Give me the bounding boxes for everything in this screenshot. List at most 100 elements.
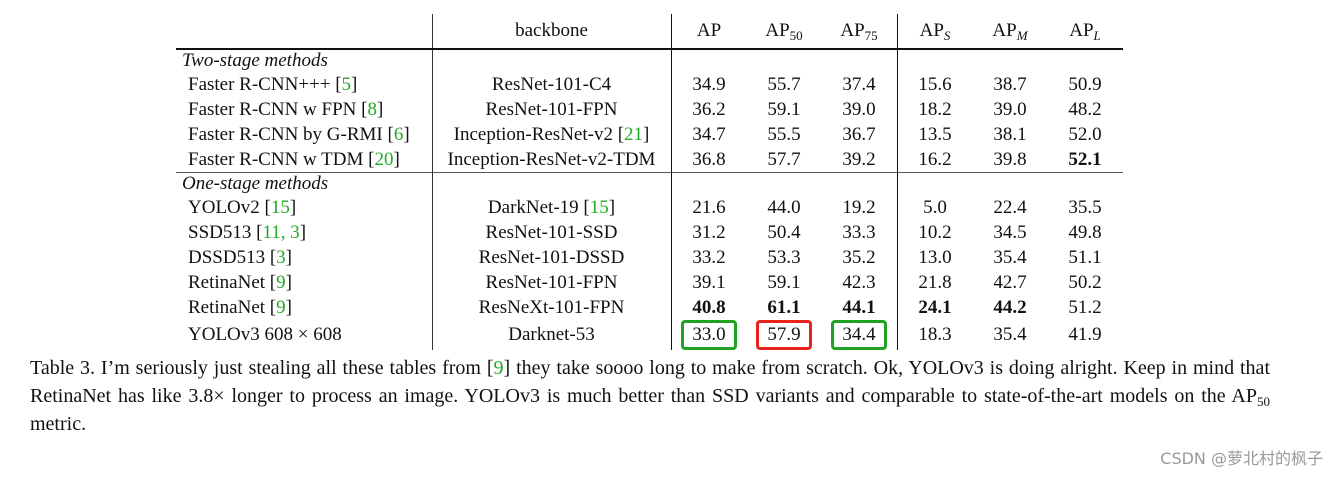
aps-text: 13.5 xyxy=(918,123,952,145)
apl-value: 41.9 xyxy=(1048,320,1123,350)
section-spacer xyxy=(747,49,822,72)
section-spacer xyxy=(973,49,1048,72)
section-header-row: One-stage methods xyxy=(176,172,1123,195)
ap-text: 34.9 xyxy=(692,73,726,95)
ap50-text: 53.3 xyxy=(767,246,801,268)
method-name: YOLOv2 xyxy=(188,196,265,218)
aps-text: 10.2 xyxy=(918,221,952,243)
apm-text: 38.7 xyxy=(993,73,1027,95)
caption-text-3: metric. xyxy=(30,413,87,435)
apm-text: 22.4 xyxy=(993,196,1027,218)
aps-value: 10.2 xyxy=(896,220,973,245)
ap-text: 40.8 xyxy=(692,296,726,318)
ap75-text: 35.2 xyxy=(842,246,876,268)
method-citation[interactable]: 9 xyxy=(276,296,286,318)
ap-text: 36.8 xyxy=(692,148,726,170)
method-citation[interactable]: 15 xyxy=(270,196,290,218)
method-cell: Faster R-CNN w FPN [8] xyxy=(176,97,433,122)
backbone-name: DarkNet-19 xyxy=(487,196,584,218)
apl-text: 41.9 xyxy=(1068,324,1102,345)
apm-text: 42.7 xyxy=(993,271,1027,293)
ap-value: 39.1 xyxy=(671,270,747,295)
header-apl: APL xyxy=(1047,14,1123,50)
ap50-value: 57.9 xyxy=(747,320,822,350)
method-name: RetinaNet xyxy=(188,296,270,318)
method-citation[interactable]: 9 xyxy=(276,271,286,293)
apm-value: 39.8 xyxy=(973,147,1048,173)
backbone-cell: Inception-ResNet-v2 [21] xyxy=(432,122,672,147)
method-cell: Faster R-CNN w TDM [20] xyxy=(176,147,433,173)
ap-text: 39.1 xyxy=(692,271,726,293)
method-citation[interactable]: 8 xyxy=(367,98,377,120)
backbone-cell: Inception-ResNet-v2-TDM xyxy=(432,147,672,173)
method-cell: DSSD513 [3] xyxy=(176,245,433,270)
ap75-highlight-box: 34.4 xyxy=(831,320,887,350)
method-name: Faster R-CNN by G-RMI xyxy=(188,123,388,145)
backbone-citation[interactable]: 15 xyxy=(589,196,609,218)
apm-value: 22.4 xyxy=(973,195,1048,220)
header-backbone: backbone xyxy=(432,14,672,50)
method-citation[interactable]: 11, 3 xyxy=(262,221,300,243)
aps-text: 18.2 xyxy=(918,98,952,120)
ap75-text: 44.1 xyxy=(842,296,876,318)
method-name: YOLOv3 608 × 608 xyxy=(188,324,342,345)
apm-value: 39.0 xyxy=(973,97,1048,122)
method-name: RetinaNet xyxy=(188,271,270,293)
apl-value: 51.1 xyxy=(1048,245,1123,270)
method-citation[interactable]: 3 xyxy=(276,246,286,268)
ap75-value: 44.1 xyxy=(822,295,898,320)
ap50-value: 61.1 xyxy=(747,295,822,320)
table-header-row: backbone AP AP50 AP75 APS APM APL xyxy=(176,14,1123,50)
aps-value: 5.0 xyxy=(896,195,973,220)
header-aps: APS xyxy=(896,14,973,50)
apl-value: 48.2 xyxy=(1048,97,1123,122)
ap75-text: 36.7 xyxy=(842,123,876,145)
method-citation[interactable]: 6 xyxy=(393,123,404,145)
backbone-name: ResNet-101-FPN xyxy=(485,98,618,120)
apm-text: 35.4 xyxy=(993,324,1027,345)
ap50-value: 55.5 xyxy=(747,122,822,147)
apm-value: 44.2 xyxy=(973,295,1048,320)
ap75-text: 37.4 xyxy=(842,73,876,95)
method-citation[interactable]: 20 xyxy=(374,148,394,170)
aps-text: 21.8 xyxy=(918,271,952,293)
ap75-text: 33.3 xyxy=(842,221,876,243)
ap50-text: 59.1 xyxy=(767,98,801,120)
apm-text: 39.0 xyxy=(993,98,1027,120)
results-table-container: backbone AP AP50 AP75 APS APM APL Two-st… xyxy=(176,14,1123,350)
caption-citation[interactable]: 9 xyxy=(493,357,504,379)
apm-text: 39.8 xyxy=(993,148,1027,170)
aps-value: 18.2 xyxy=(896,97,973,122)
ap50-text: 57.7 xyxy=(767,148,801,170)
method-cell: RetinaNet [9] xyxy=(176,270,433,295)
method-citation[interactable]: 5 xyxy=(341,73,352,95)
section-spacer xyxy=(432,49,672,72)
table-row: RetinaNet [9] ResNet-101-FPN 39.1 59.1 42.3 2… xyxy=(176,270,1123,295)
backbone-cell: ResNet-101-C4 xyxy=(432,72,672,97)
ap75-value: 39.0 xyxy=(822,97,898,122)
ap50-value: 57.7 xyxy=(747,147,822,173)
backbone-cell: DarkNet-19 [15] xyxy=(432,195,672,220)
watermark: CSDN @萝北村的枫子 xyxy=(1160,449,1323,468)
aps-text: 18.3 xyxy=(918,324,952,345)
apl-text: 52.1 xyxy=(1068,148,1102,170)
backbone-name: Darknet-53 xyxy=(508,324,595,345)
apm-text: 34.5 xyxy=(993,221,1027,243)
aps-value: 13.5 xyxy=(896,122,973,147)
header-method xyxy=(176,14,433,50)
aps-value: 21.8 xyxy=(896,270,973,295)
method-name: Faster R-CNN w TDM xyxy=(188,148,369,170)
ap75-value: 33.3 xyxy=(822,220,898,245)
section-spacer xyxy=(972,172,1048,195)
aps-text: 5.0 xyxy=(923,196,947,218)
apl-text: 50.9 xyxy=(1068,73,1102,95)
section-spacer xyxy=(671,49,747,72)
table-row: RetinaNet [9] ResNeXt-101-FPN 40.8 61.1 44.1… xyxy=(176,295,1123,320)
ap50-value: 53.3 xyxy=(747,245,822,270)
backbone-name: ResNet-101-DSSD xyxy=(478,246,625,268)
aps-value: 18.3 xyxy=(896,320,973,350)
backbone-citation[interactable]: 21 xyxy=(624,123,644,145)
ap-value: 34.9 xyxy=(671,72,747,97)
backbone-name: ResNet-101-FPN xyxy=(485,271,618,293)
ap50-text: 55.7 xyxy=(767,73,801,95)
